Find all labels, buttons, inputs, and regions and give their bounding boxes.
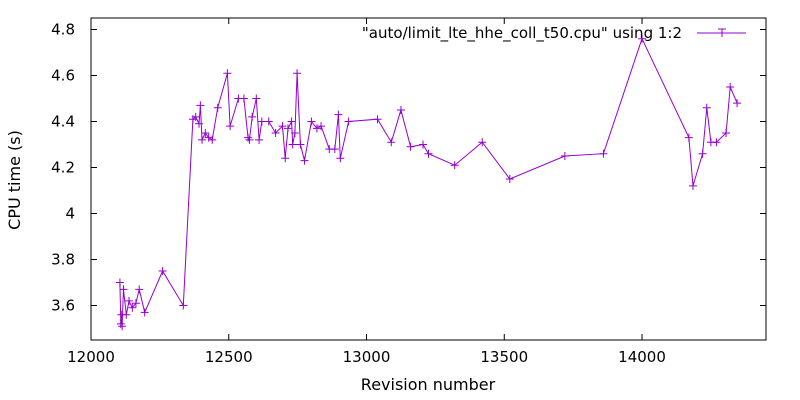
data-point bbox=[698, 149, 707, 158]
data-point bbox=[135, 285, 144, 294]
x-tick-label: 12500 bbox=[205, 348, 253, 366]
data-point bbox=[478, 138, 487, 147]
data-point bbox=[424, 149, 433, 158]
data-point bbox=[712, 138, 721, 147]
data-point bbox=[128, 303, 137, 312]
data-point bbox=[293, 69, 302, 78]
y-tick-label: 4 bbox=[65, 205, 75, 223]
data-point bbox=[722, 129, 731, 137]
y-tick-label: 4.8 bbox=[51, 21, 75, 39]
data-point bbox=[191, 112, 200, 121]
data-point bbox=[223, 69, 232, 78]
data-point bbox=[396, 106, 405, 114]
data-point bbox=[115, 278, 124, 287]
data-point bbox=[688, 181, 697, 190]
y-tick-label: 4.2 bbox=[51, 159, 75, 177]
x-tick-label: 12000 bbox=[67, 348, 115, 366]
data-point bbox=[505, 175, 514, 183]
data-point bbox=[271, 129, 280, 137]
data-point bbox=[307, 117, 316, 126]
x-axis-ticks: 12000 12500 13000 13500 14000 bbox=[67, 18, 666, 366]
data-point bbox=[296, 140, 305, 149]
data-point bbox=[281, 154, 290, 163]
data-point bbox=[204, 133, 213, 142]
data-point bbox=[702, 103, 711, 112]
data-point bbox=[684, 133, 693, 142]
data-point bbox=[312, 124, 321, 133]
data-point bbox=[248, 112, 257, 121]
data-point bbox=[213, 103, 222, 112]
data-point bbox=[208, 135, 217, 144]
data-point bbox=[599, 149, 608, 158]
data-point bbox=[245, 135, 254, 144]
data-point bbox=[140, 308, 149, 317]
data-point bbox=[195, 119, 203, 128]
series-line bbox=[119, 37, 738, 327]
data-point bbox=[406, 142, 415, 151]
data-point bbox=[257, 117, 266, 126]
data-point bbox=[125, 296, 134, 305]
data-point bbox=[638, 34, 647, 43]
data-point bbox=[252, 94, 261, 103]
y-axis-ticks: 3.6 3.8 4 4.2 4.4 4.6 4.8 bbox=[51, 21, 766, 315]
data-point bbox=[201, 129, 210, 137]
data-point bbox=[158, 267, 167, 275]
data-point bbox=[387, 138, 396, 147]
x-axis-label: Revision number bbox=[361, 375, 496, 394]
data-point bbox=[239, 94, 248, 103]
data-point bbox=[119, 285, 128, 294]
data-point bbox=[131, 299, 140, 308]
data-point bbox=[344, 117, 353, 126]
data-point bbox=[283, 124, 292, 133]
legend-label: "auto/limit_lte_hhe_coll_t50.cpu" using … bbox=[362, 24, 682, 43]
y-axis-label: CPU time (s) bbox=[5, 130, 24, 230]
data-point bbox=[330, 145, 339, 154]
y-tick-label: 4.4 bbox=[51, 113, 75, 131]
data-point bbox=[560, 152, 569, 160]
data-point bbox=[226, 122, 235, 131]
data-point bbox=[264, 117, 273, 126]
data-point bbox=[288, 140, 297, 149]
y-tick-label: 3.8 bbox=[51, 251, 75, 269]
data-point bbox=[733, 99, 742, 108]
x-tick-label: 14000 bbox=[618, 348, 666, 366]
data-point bbox=[287, 117, 296, 126]
legend: "auto/limit_lte_hhe_coll_t50.cpu" using … bbox=[362, 24, 746, 43]
data-point bbox=[334, 110, 343, 119]
x-tick-label: 13000 bbox=[343, 348, 391, 366]
data-point bbox=[278, 122, 287, 131]
data-point bbox=[122, 310, 131, 319]
series-group bbox=[115, 34, 742, 331]
data-point bbox=[244, 133, 253, 142]
y-tick-label: 3.6 bbox=[51, 297, 75, 315]
data-point bbox=[726, 83, 735, 91]
data-point bbox=[450, 161, 459, 170]
plot-frame bbox=[90, 17, 767, 341]
data-point bbox=[300, 156, 309, 165]
data-point bbox=[373, 115, 382, 124]
data-point bbox=[317, 122, 326, 131]
data-point bbox=[418, 140, 427, 149]
y-tick-label: 4.6 bbox=[51, 67, 75, 85]
data-point bbox=[196, 101, 205, 110]
data-point bbox=[179, 301, 188, 310]
data-point bbox=[255, 135, 264, 144]
data-point bbox=[290, 129, 299, 137]
x-tick-label: 13500 bbox=[480, 348, 528, 366]
data-point bbox=[198, 135, 207, 144]
data-point bbox=[118, 322, 127, 331]
data-point bbox=[336, 154, 345, 163]
legend-marker bbox=[718, 28, 726, 37]
